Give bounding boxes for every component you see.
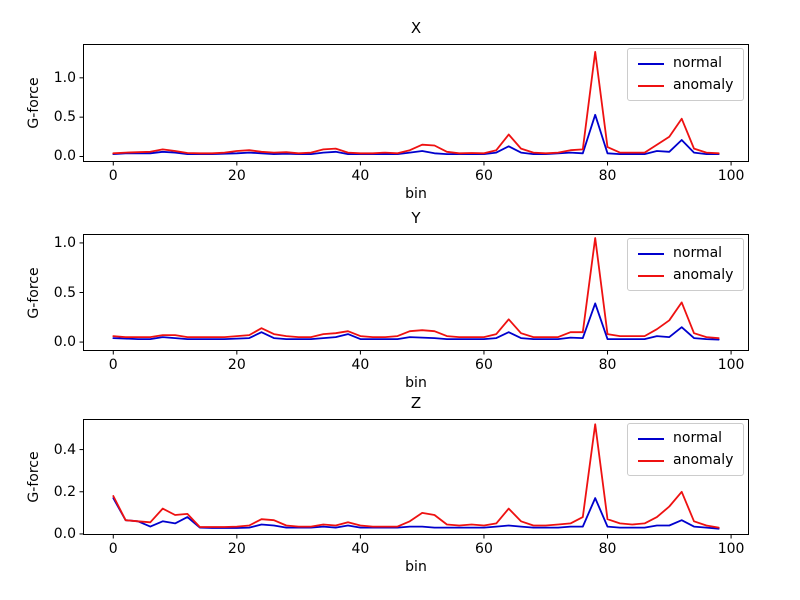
x-tick-label: 40: [351, 541, 370, 557]
x-tick-label: 100: [717, 357, 745, 373]
plot-area: [79, 44, 749, 166]
subplot-title: Y: [411, 209, 421, 227]
legend-label: normal: [673, 55, 723, 71]
x-axis-label: bin: [405, 559, 427, 575]
legend-item-anomaly: anomaly: [638, 453, 733, 468]
y-tick-label: 0.4: [53, 441, 76, 458]
legend-line-normal: [638, 437, 664, 440]
legend-item-anomaly: anomaly: [638, 268, 733, 283]
axes-frame: [83, 44, 749, 162]
x-tick-label: 40: [351, 357, 370, 373]
plot-area: [79, 419, 749, 539]
legend: normal anomaly: [627, 48, 744, 101]
axes-frame: [83, 419, 749, 535]
legend-line-normal: [638, 252, 664, 255]
y-tick-label: 0.0: [53, 334, 76, 351]
x-tick-label: 80: [598, 357, 617, 373]
legend-line-anomaly: [638, 459, 664, 462]
legend-item-normal: normal: [638, 56, 733, 71]
x-tick-label: 80: [598, 541, 617, 557]
legend-label: normal: [673, 245, 723, 261]
legend-line-normal: [638, 62, 664, 65]
x-tick-label: 100: [717, 168, 745, 184]
series-line-normal: [112, 497, 720, 530]
subplot-title: X: [410, 19, 422, 37]
series-line-anomaly: [112, 423, 720, 529]
plot-area: [79, 234, 749, 355]
legend-item-normal: normal: [638, 431, 733, 446]
x-axis-label: bin: [405, 186, 427, 202]
legend-label: normal: [673, 430, 723, 446]
subplot-title: Z: [410, 394, 422, 412]
x-tick-label: 0: [108, 541, 118, 557]
legend-label: anomaly: [673, 77, 734, 93]
y-tick-label: 0.0: [53, 525, 76, 542]
y-tick-label: 0.5: [53, 109, 76, 126]
x-tick-label: 100: [717, 541, 745, 557]
x-tick-label: 60: [475, 168, 493, 184]
x-tick-label: 20: [227, 168, 246, 184]
x-tick-label: 80: [598, 168, 617, 184]
y-tick-label: 0.2: [53, 483, 76, 500]
series-line-normal: [112, 302, 720, 341]
legend-line-anomaly: [638, 274, 664, 277]
x-tick-label: 40: [351, 168, 370, 184]
legend-label: anomaly: [673, 267, 734, 283]
legend: normal anomaly: [627, 423, 744, 476]
legend-item-anomaly: anomaly: [638, 78, 733, 93]
series-line-anomaly: [112, 237, 720, 339]
x-tick-label: 60: [475, 541, 493, 557]
axes-frame: [83, 234, 749, 351]
legend-label: anomaly: [673, 452, 734, 468]
x-axis-label: bin: [405, 375, 427, 391]
x-tick-label: 0: [108, 357, 118, 373]
x-tick-label: 0: [108, 168, 118, 184]
y-tick-label: 0.0: [53, 148, 76, 165]
x-tick-label: 20: [227, 541, 246, 557]
x-tick-label: 60: [475, 357, 493, 373]
x-tick-label: 20: [227, 357, 246, 373]
legend-line-anomaly: [638, 84, 664, 87]
y-tick-label: 1.0: [53, 234, 76, 251]
series-line-anomaly: [112, 51, 720, 155]
legend: normal anomaly: [627, 238, 744, 291]
legend-item-normal: normal: [638, 246, 733, 261]
y-tick-label: 1.0: [53, 69, 76, 86]
y-tick-label: 0.5: [53, 284, 76, 301]
